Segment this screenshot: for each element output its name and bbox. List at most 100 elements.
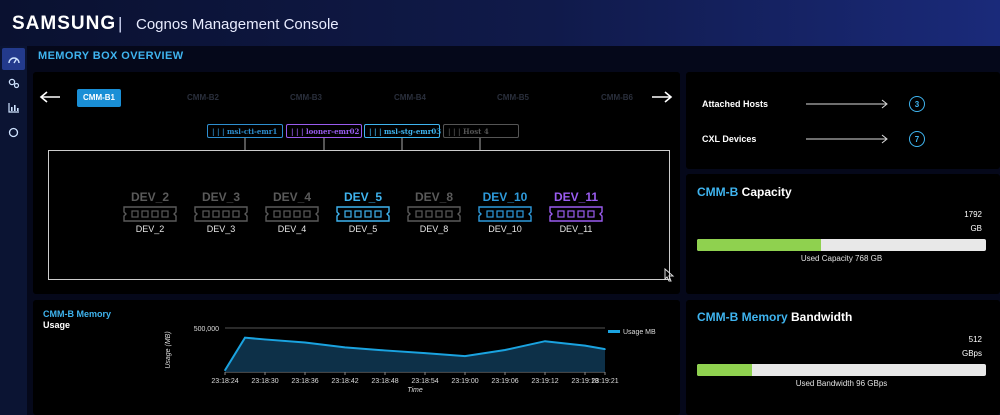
- usage-line: [224, 336, 606, 371]
- next-box-button[interactable]: [650, 89, 674, 105]
- memory-module-icon: [336, 206, 390, 222]
- host-tag[interactable]: | | | Host 4: [443, 124, 519, 138]
- x-tick-label: 23:19:06: [491, 378, 518, 385]
- data-point: [244, 336, 246, 339]
- memory-chart-title: CMM-B Memory: [43, 309, 112, 319]
- memory-chart-subtitle: Usage: [43, 320, 71, 330]
- capacity-card: [686, 174, 1000, 294]
- device-6[interactable]: DEV_11 DEV_11: [544, 190, 608, 234]
- data-point: [464, 355, 466, 357]
- memory-module-icon: [407, 206, 461, 222]
- host-tag[interactable]: | | | msl-cti-emr1: [207, 124, 283, 138]
- data-point: [304, 341, 306, 344]
- sidebar-item-dashboard[interactable]: [2, 48, 25, 70]
- bandwidth-total-unit: GBps: [961, 349, 982, 358]
- device-4[interactable]: DEV_8 DEV_8: [402, 190, 466, 234]
- page-title: MEMORY BOX OVERVIEW: [38, 50, 184, 62]
- arrow-right-icon: [652, 91, 673, 103]
- header-separator: |: [118, 14, 123, 33]
- device-title: DEV_2: [130, 190, 170, 204]
- x-tick-label: 23:19:21: [591, 378, 618, 385]
- bandwidth-total: 512 GBps: [962, 333, 982, 361]
- device-label: DEV_8: [419, 224, 449, 234]
- app-title: Cognos Management Console: [136, 16, 339, 33]
- sidebar-item-settings[interactable]: [2, 72, 25, 94]
- arrow-left-icon: [39, 91, 60, 103]
- device-label: DEV_2: [135, 224, 165, 234]
- y-axis-label: Usage (MB): [165, 331, 172, 368]
- capacity-bar: [697, 239, 986, 251]
- x-tick-label: 23:18:48: [371, 378, 398, 385]
- data-point: [604, 348, 606, 350]
- memory-module-icon: [123, 206, 177, 222]
- tab-cmm-b6[interactable]: CMM-B6: [601, 93, 633, 102]
- device-title: DEV_4: [272, 190, 312, 204]
- arrow-right-icon: [806, 99, 888, 109]
- capacity-total: 1792 GB: [964, 208, 982, 236]
- device-title: DEV_10: [482, 190, 528, 204]
- tab-cmm-b2[interactable]: CMM-B2: [187, 93, 219, 102]
- capacity-total-unit: GB: [970, 224, 982, 233]
- x-tick-label: 23:19:12: [531, 378, 558, 385]
- resize-handle-icon[interactable]: [663, 268, 675, 282]
- capacity-title-rest: Capacity: [741, 185, 792, 199]
- attached-hosts-label: Attached Hosts: [702, 99, 769, 109]
- memory-module-icon: [265, 206, 319, 222]
- tab-cmm-b3[interactable]: CMM-B3: [290, 93, 322, 102]
- settings-icon: [8, 78, 19, 88]
- data-point: [544, 340, 546, 342]
- device-5[interactable]: DEV_10 DEV_10: [473, 190, 537, 234]
- x-tick-label: 23:19:18: [571, 378, 598, 385]
- sidebar: [0, 46, 27, 415]
- memory-box-panel: [33, 72, 680, 294]
- tab-cmm-b1[interactable]: CMM-B1: [77, 89, 121, 107]
- tab-cmm-b5[interactable]: CMM-B5: [497, 93, 529, 102]
- device-title: DEV_11: [553, 190, 599, 204]
- data-point: [264, 338, 266, 341]
- attached-hosts-count[interactable]: 3: [909, 96, 925, 112]
- host-tag[interactable]: | | | msl-stg-emr03: [364, 124, 441, 138]
- usage-area: [225, 337, 605, 372]
- device-label: DEV_11: [559, 224, 593, 234]
- prev-box-button[interactable]: [38, 89, 62, 105]
- tab-cmm-b4[interactable]: CMM-B4: [394, 93, 426, 102]
- device-2[interactable]: DEV_4 DEV_4: [260, 190, 324, 234]
- bandwidth-card: [686, 300, 1000, 415]
- top-bar: SAMSUNG | Cognos Management Console: [0, 0, 1000, 46]
- memory-module-icon: [194, 206, 248, 222]
- device-1[interactable]: DEV_3 DEV_3: [189, 190, 253, 234]
- device-label: DEV_5: [348, 224, 378, 234]
- sidebar-item-reports[interactable]: [2, 96, 25, 118]
- host-tag[interactable]: | | | looner-emr02: [286, 124, 362, 138]
- capacity-title-accent: CMM-B: [697, 185, 739, 199]
- memory-module-icon: [549, 206, 603, 222]
- cxl-devices-count[interactable]: 7: [909, 131, 925, 147]
- x-tick-label: 23:18:36: [291, 378, 318, 385]
- device-3[interactable]: DEV_5 DEV_5: [331, 190, 395, 234]
- data-point: [344, 346, 346, 349]
- data-point: [384, 349, 386, 352]
- summary-panel: [686, 72, 1000, 169]
- bandwidth-title-accent: CMM-B Memory: [697, 310, 788, 324]
- x-tick-label: 23:18:54: [411, 378, 438, 385]
- circle-icon: [8, 127, 19, 137]
- cxl-devices-label: CXL Devices: [702, 134, 757, 144]
- device-label: DEV_4: [277, 224, 307, 234]
- legend-label: Usage MB: [623, 329, 656, 336]
- x-tick-label: 23:18:42: [331, 378, 358, 385]
- device-0[interactable]: DEV_2 DEV_2: [118, 190, 182, 234]
- device-title: DEV_8: [414, 190, 454, 204]
- bandwidth-title-rest: Bandwidth: [791, 310, 853, 324]
- bar-chart-icon: [7, 102, 19, 113]
- data-point: [224, 369, 226, 372]
- x-tick-label: 23:19:00: [451, 378, 478, 385]
- sidebar-item-status[interactable]: [2, 121, 25, 143]
- capacity-title: CMM-B Capacity: [697, 185, 792, 199]
- data-point: [584, 344, 586, 347]
- bandwidth-total-value: 512: [968, 335, 982, 344]
- device-label: DEV_10: [488, 224, 522, 234]
- data-point: [504, 349, 506, 351]
- bandwidth-caption: Used Bandwidth 96 GBps: [795, 379, 888, 388]
- capacity-bar-fill: [697, 239, 822, 251]
